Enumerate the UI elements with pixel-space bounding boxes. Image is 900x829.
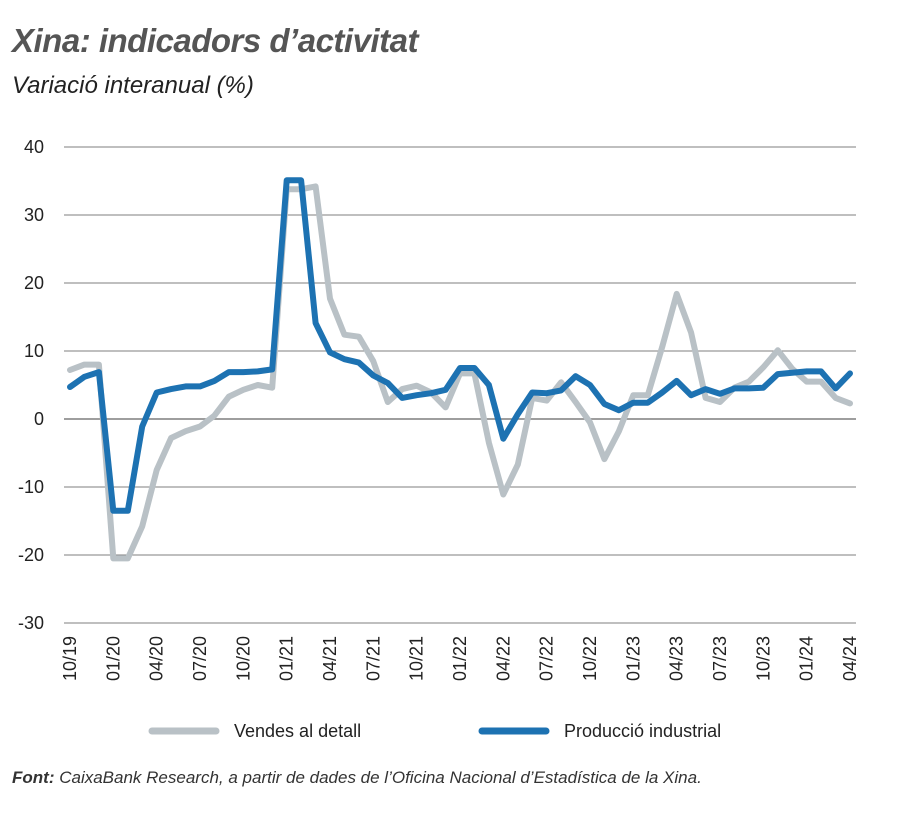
x-tick-label: 04/21	[320, 636, 340, 681]
x-tick-label: 01/24	[797, 636, 817, 681]
x-tick-label: 07/20	[190, 636, 210, 681]
source-note: Font: CaixaBank Research, a partir de da…	[12, 768, 702, 788]
x-tick-label: 01/20	[103, 636, 123, 681]
x-tick-label: 07/22	[537, 636, 557, 681]
x-tick-label: 10/20	[233, 636, 253, 681]
y-tick-label: 40	[24, 137, 44, 157]
x-tick-label: 04/22	[493, 636, 513, 681]
legend-industrial-label: Producció industrial	[564, 721, 721, 741]
y-tick-label: -10	[18, 477, 44, 497]
y-tick-label: -20	[18, 545, 44, 565]
series-line-produccio-industrial	[67, 177, 853, 514]
y-tick-label: 20	[24, 273, 44, 293]
source-label: Font:	[12, 768, 55, 787]
x-tick-label: 04/20	[147, 636, 167, 681]
x-tick-label: 01/21	[277, 636, 297, 681]
chart-subtitle: Variació interanual (%)	[12, 72, 254, 99]
y-tick-label: 10	[24, 341, 44, 361]
x-tick-label: 04/23	[667, 636, 687, 681]
source-text: CaixaBank Research, a partir de dades de…	[59, 768, 702, 787]
x-tick-label: 10/21	[407, 636, 427, 681]
y-tick-label: 30	[24, 205, 44, 225]
x-tick-label: 10/23	[753, 636, 773, 681]
x-tick-label: 07/23	[710, 636, 730, 681]
x-tick-label: 01/23	[623, 636, 643, 681]
y-tick-label: 0	[34, 409, 44, 429]
legend-retail-label: Vendes al detall	[234, 721, 361, 741]
chart-title: Xina: indicadors d’activitat	[12, 22, 418, 59]
x-tick-label: 10/19	[60, 636, 80, 681]
y-tick-label: -30	[18, 613, 44, 633]
x-tick-label: 04/24	[840, 636, 860, 681]
x-tick-label: 07/21	[363, 636, 383, 681]
x-tick-label: 01/22	[450, 636, 470, 681]
x-tick-label: 10/22	[580, 636, 600, 681]
